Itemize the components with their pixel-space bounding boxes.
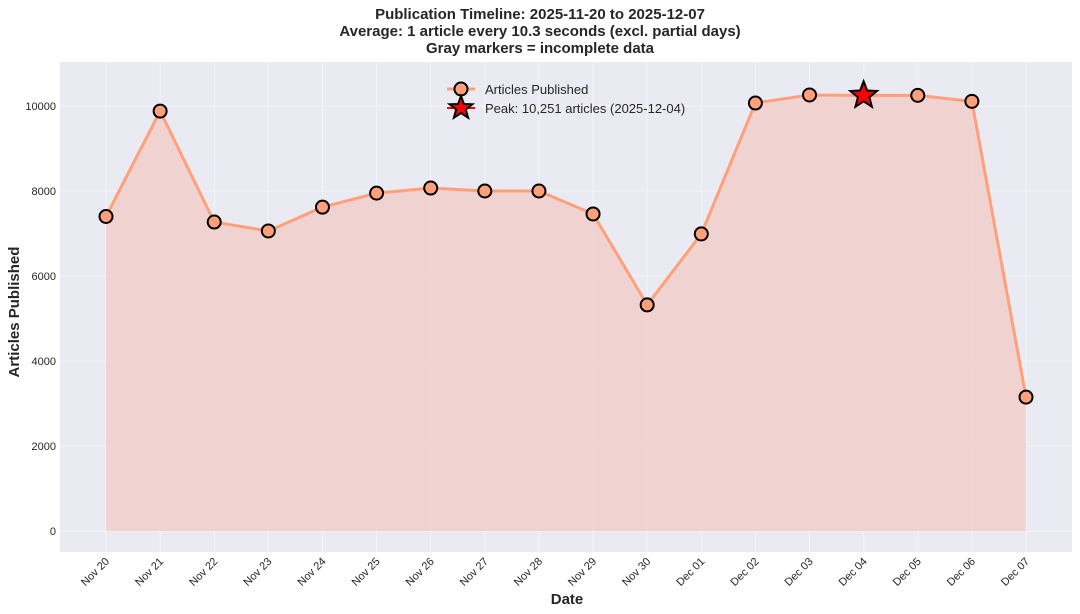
data-point-marker [260,223,276,239]
data-point-marker [910,87,926,103]
legend: Articles Published Peak: 10,251 articles… [446,81,685,121]
data-point-marker [1018,389,1034,405]
peak-star-marker [847,78,880,109]
data-point-marker [423,180,439,196]
y-tick-label: 6000 [32,271,56,283]
data-point-marker [206,214,222,230]
data-point-marker [802,87,818,103]
x-tick-label: Dec 07 [999,556,1032,589]
x-tick-label: Nov 22 [187,556,220,589]
x-tick-label: Nov 27 [458,556,491,589]
x-tick-label: Nov 24 [295,556,328,589]
data-point-marker [747,95,763,111]
chart-subtitle-note: Gray markers = incomplete data [425,40,655,57]
data-point-marker [693,226,709,242]
data-point-marker [369,185,385,201]
data-point-marker [314,199,330,215]
y-tick-label: 8000 [32,186,56,198]
x-tick-label: Dec 02 [728,556,761,589]
x-axis-label: Date [551,591,584,608]
star-marker-icon [446,93,476,121]
legend-label-peak: Peak: 10,251 articles (2025-12-04) [485,101,685,116]
data-point-marker [531,183,547,199]
x-tick-label: Nov 29 [566,556,599,589]
x-tick-label: Nov 26 [404,556,437,589]
x-axis-ticks: Nov 20 Nov 21 Nov 22 Nov 23 Nov 24 Nov 25 Nov … [79,556,1032,589]
data-point-marker [152,103,168,119]
data-point-marker [964,93,980,109]
data-point-marker [98,209,114,224]
x-tick-label: Nov 30 [620,556,653,589]
x-tick-label: Dec 06 [945,556,978,589]
legend-item-peak: Peak: 10,251 articles (2025-12-04) [446,93,685,121]
x-tick-label: Dec 03 [783,556,816,589]
y-axis-ticks: 0 2000 4000 6000 8000 10000 [25,101,56,538]
legend-item-articles: Articles Published [447,81,588,97]
chart-title: Publication Timeline: 2025-11-20 to 2025… [375,6,705,23]
y-tick-label: 10000 [25,101,56,113]
y-tick-label: 0 [50,526,56,538]
y-tick-label: 2000 [32,441,56,453]
x-tick-label: Dec 01 [674,556,707,589]
y-axis-label: Articles Published [6,247,23,378]
data-point-marker [639,297,655,313]
data-point-marker [585,206,601,222]
x-tick-label: Nov 20 [79,556,112,589]
data-point-marker [477,183,493,199]
y-tick-label: 4000 [32,356,56,368]
data-markers [98,78,1034,405]
x-tick-label: Nov 21 [133,556,166,589]
x-tick-label: Dec 04 [837,556,870,589]
chart-subtitle-average: Average: 1 article every 10.3 seconds (e… [339,23,741,40]
x-tick-label: Nov 25 [350,556,383,589]
legend-label-articles: Articles Published [485,82,588,97]
x-tick-label: Dec 05 [891,556,924,589]
x-tick-label: Nov 28 [512,556,545,589]
x-tick-label: Nov 23 [241,556,274,589]
